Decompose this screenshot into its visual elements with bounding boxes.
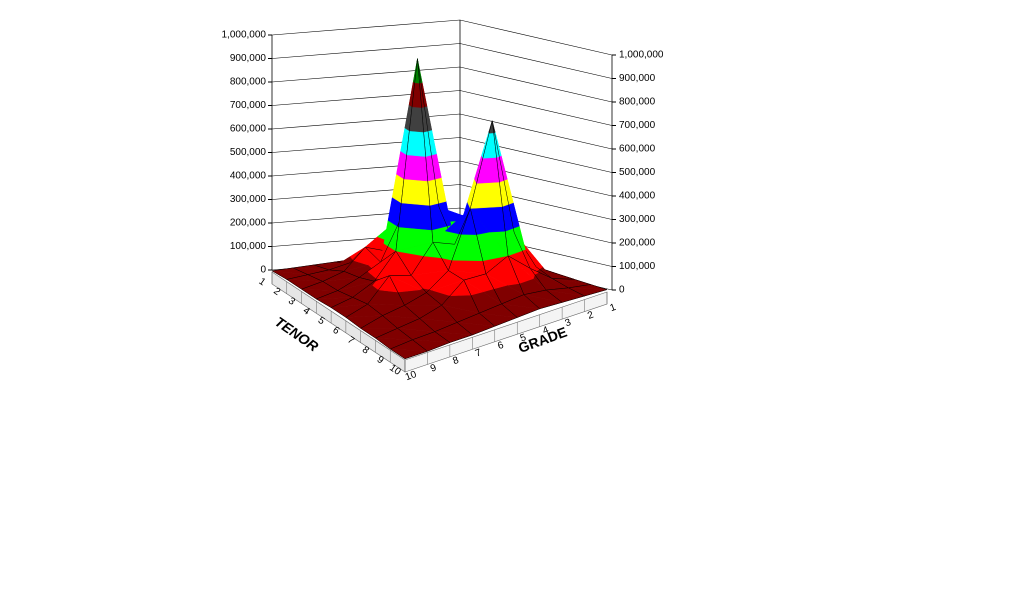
- grade-tick-label: 8: [451, 355, 460, 367]
- grid-line: [271, 43, 613, 79]
- z-tick-label: 700,000: [230, 100, 267, 111]
- surface-piece: [398, 202, 433, 231]
- z-tick-label: 800,000: [619, 97, 656, 108]
- tenor-tick-label: 2: [271, 286, 282, 298]
- tenor-tick-label: 6: [330, 325, 341, 337]
- z-tick-label: 100,000: [230, 241, 267, 252]
- surface-piece: [403, 154, 428, 182]
- tenor-tick-label: 7: [345, 335, 356, 347]
- z-tick-label: 300,000: [619, 214, 656, 225]
- grid-line: [271, 66, 613, 103]
- z-tick-label: 400,000: [230, 171, 267, 182]
- tenor-tick-label: 5: [316, 315, 327, 327]
- grid-line: [271, 137, 613, 173]
- z-tick-label: 400,000: [619, 191, 656, 202]
- surface-piece: [406, 130, 426, 157]
- grid-line: [271, 19, 613, 56]
- grade-tick-label: 2: [586, 309, 595, 321]
- z-tick-label: 900,000: [230, 53, 267, 64]
- z-tick-label: 200,000: [619, 238, 656, 249]
- grade-tick-label: 3: [564, 317, 573, 329]
- z-tick-label: 200,000: [230, 218, 267, 229]
- tenor-tick-label: 3: [286, 296, 297, 308]
- back-wall: [272, 20, 612, 290]
- z-tick-label: 0: [260, 265, 266, 276]
- grade-tick-label: 10: [404, 369, 419, 383]
- z-tick-label: 500,000: [230, 147, 267, 158]
- grade-tick-label: 5: [519, 332, 528, 344]
- grade-tick-label: 7: [474, 347, 483, 359]
- z-tick-label: 100,000: [619, 261, 656, 272]
- mesh-line: [389, 339, 428, 360]
- z-tick-label: 700,000: [619, 120, 656, 131]
- grid-line: [271, 184, 613, 220]
- tenor-tick-label: 8: [360, 344, 371, 356]
- z-tick-label: 600,000: [619, 144, 656, 155]
- z-tick-label: 600,000: [230, 124, 267, 135]
- grid-line: [271, 160, 613, 197]
- z-tick-label: 1,000,000: [619, 50, 664, 61]
- grid-line: [271, 207, 613, 244]
- tenor-tick-label: 1: [256, 276, 267, 288]
- grid-line: [271, 90, 613, 126]
- grid-line: [271, 113, 613, 150]
- z-tick-label: 300,000: [230, 194, 267, 205]
- grade-tick-label: 4: [541, 325, 550, 337]
- z-tick-label: 900,000: [619, 73, 656, 84]
- grade-tick-label: 1: [609, 302, 618, 314]
- surface-piece: [401, 178, 431, 206]
- tenor-tick-label: 9: [375, 354, 386, 366]
- z-tick-label: 500,000: [619, 167, 656, 178]
- tenor-tick-label: 4: [301, 305, 312, 317]
- z-tick-label: 0: [619, 285, 625, 296]
- grade-tick-label: 6: [496, 340, 505, 352]
- z-tick-label: 800,000: [230, 77, 267, 88]
- grade-tick-label: 9: [429, 362, 438, 374]
- z-tick-label: 1,000,000: [222, 30, 267, 41]
